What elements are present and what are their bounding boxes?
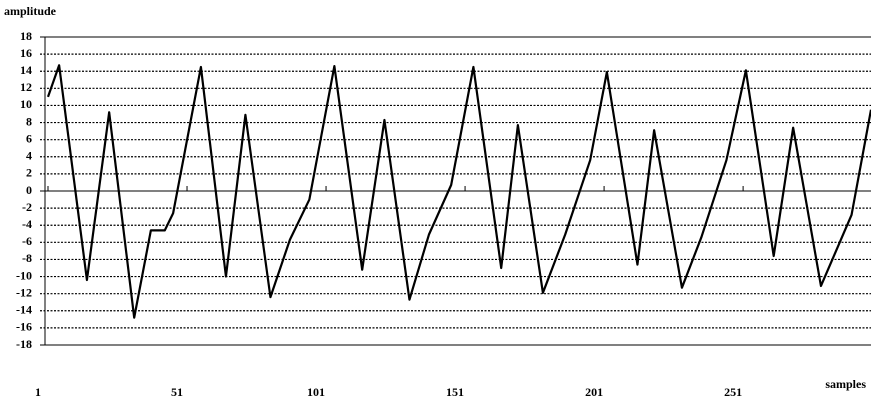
y-axis-label: amplitude <box>4 4 57 18</box>
x-tick-label: 51 <box>171 385 183 399</box>
y-tick-label: 12 <box>20 80 32 94</box>
y-tick-label: -4 <box>22 217 32 231</box>
data-line <box>46 64 871 319</box>
y-tick-label: 10 <box>20 97 32 111</box>
x-tick-label: 201 <box>585 385 603 399</box>
x-tick-label: 1 <box>35 385 41 399</box>
x-axis-label: samples <box>825 377 866 391</box>
x-tick-label: 151 <box>446 385 464 399</box>
y-tick-label: -6 <box>22 234 32 248</box>
y-tick-label: 14 <box>20 63 32 77</box>
x-tick-label: 101 <box>307 385 325 399</box>
y-tick-label: -10 <box>16 268 32 282</box>
y-tick-label: -18 <box>16 337 32 351</box>
y-tick-label: 6 <box>26 131 32 145</box>
y-tick-label: -16 <box>16 320 32 334</box>
y-tick-label: 2 <box>26 166 32 180</box>
x-tick-label: 251 <box>724 385 742 399</box>
y-tick-label: -12 <box>16 285 32 299</box>
y-tick-label: 0 <box>26 183 32 197</box>
y-tick-label: 8 <box>26 114 32 128</box>
y-tick-label: 4 <box>26 149 32 163</box>
y-tick-label: 18 <box>20 29 32 43</box>
y-tick-label: -2 <box>22 200 32 214</box>
y-tick-label: 16 <box>20 46 32 60</box>
y-tick-label: -14 <box>16 303 32 317</box>
y-tick-label: -8 <box>22 251 32 265</box>
